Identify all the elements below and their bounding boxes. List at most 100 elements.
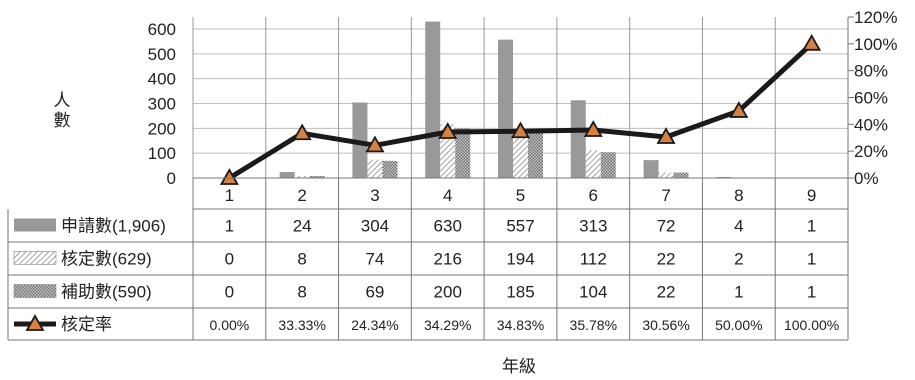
x-tick-label: 1	[225, 186, 234, 205]
table-cell: 34.29%	[424, 317, 471, 333]
table-cell: 0.00%	[210, 317, 250, 333]
rate-marker-8	[729, 101, 749, 118]
bar-3-4	[455, 128, 471, 178]
y2-tick-label: 120%	[854, 8, 897, 27]
table-cell: 1	[807, 283, 816, 302]
table-cell: 1	[807, 250, 816, 269]
table-cell: 35.78%	[570, 317, 617, 333]
rate-marker-4	[438, 122, 458, 139]
x-axis-title: 年級	[502, 357, 536, 376]
table-cell: 200	[434, 283, 462, 302]
x-tick-label: 7	[661, 186, 670, 205]
table-cell: 1	[734, 283, 743, 302]
table-cell: 1	[807, 217, 816, 236]
table-cell: 2	[734, 250, 743, 269]
x-tick-label: 9	[807, 186, 816, 205]
table-cell: 24.34%	[351, 317, 398, 333]
y2-tick-label: 20%	[854, 142, 888, 161]
rate-marker-3	[365, 135, 385, 153]
table-cell: 104	[579, 283, 607, 302]
rate-marker-7	[656, 127, 676, 144]
table-cell: 22	[657, 250, 676, 269]
table-cell: 8	[297, 250, 306, 269]
rate-marker-1	[219, 168, 239, 185]
table-cell: 304	[361, 217, 389, 236]
table-cell: 50.00%	[715, 317, 762, 333]
data-table: 1 2 3 4 5 6 7 8 9 申請數(1,906) 1 24 304 630 557 313 72 4 1 核定…	[7, 178, 849, 341]
bar-1-7	[643, 160, 659, 178]
table-cell: 557	[506, 217, 534, 236]
bar-1-4	[425, 21, 441, 178]
table-cell: 34.83%	[497, 317, 544, 333]
table-cell: 216	[434, 250, 462, 269]
y-tick-label: 0	[167, 169, 176, 188]
y-tick-label: 400	[148, 70, 176, 89]
legend-key-2	[13, 251, 57, 265]
x-tick-label: 3	[370, 186, 379, 205]
axes-layer: 600 500 400 300 200 100 0 120% 100% 80% 60% 40% 20% 0…	[148, 8, 898, 188]
bars-layer	[206, 21, 835, 179]
rate-marker-9	[802, 34, 822, 51]
table-cell: 1	[225, 217, 234, 236]
y2-tick-label: 100%	[854, 35, 897, 54]
table-cell: 74	[365, 250, 384, 269]
table-cell: 0	[225, 250, 234, 269]
bar-1-3	[352, 102, 368, 178]
bar-3-3	[382, 160, 398, 178]
bar-2-3	[367, 159, 383, 178]
bar-2-6	[585, 150, 601, 178]
bar-3-7	[673, 172, 689, 178]
bar-2-7	[658, 172, 674, 178]
rate-line-layer	[219, 34, 822, 185]
x-tick-label: 4	[443, 186, 452, 205]
table-cell: 0	[225, 283, 234, 302]
x-tick-label: 2	[297, 186, 306, 205]
legend-key-1	[14, 218, 56, 232]
bar-3-2	[309, 176, 325, 178]
rate-marker-5	[510, 121, 531, 139]
bar-1-2	[279, 172, 295, 178]
x-tick-label: 5	[516, 186, 525, 205]
bar-2-5	[513, 129, 528, 178]
table-cell: 4	[734, 217, 743, 236]
rate-marker-6	[583, 120, 603, 137]
legend-label-2: 核定數(629)	[61, 250, 152, 269]
legend-key-3	[13, 284, 57, 298]
table-cell: 69	[365, 283, 384, 302]
table-cell: 8	[297, 283, 306, 302]
rate-marker-2	[292, 123, 312, 141]
legend-label-4: 核定率	[61, 315, 112, 334]
legend-label-1: 申請數(1,906)	[61, 217, 166, 236]
y-axis-title-line-1: 人	[54, 91, 71, 110]
y-axis-title-line-2: 數	[54, 111, 71, 130]
y-tick-label: 300	[148, 95, 176, 114]
bar-1-5	[498, 39, 513, 179]
bar-1-6	[570, 100, 586, 178]
table-cell: 313	[579, 217, 607, 236]
y2-tick-label: 60%	[854, 89, 888, 108]
table-cell: 72	[657, 217, 676, 236]
bar-2-2	[294, 176, 310, 178]
table-cell: 112	[580, 250, 607, 269]
table-cell: 22	[657, 283, 676, 302]
bar-3-5	[528, 132, 543, 178]
y2-tick-label: 0%	[854, 169, 879, 188]
table-cell: 33.33%	[278, 317, 325, 333]
y2-tick-label: 40%	[854, 115, 888, 134]
bar-3-6	[600, 152, 616, 178]
y-tick-label: 500	[148, 45, 176, 64]
y-tick-label: 600	[148, 20, 176, 39]
y2-tick-label: 80%	[854, 62, 888, 81]
table-cell: 100.00%	[784, 317, 839, 333]
table-cell: 30.56%	[642, 317, 689, 333]
legend-label-3: 補助數(590)	[61, 283, 152, 302]
table-cell: 194	[506, 250, 534, 269]
y-tick-label: 200	[148, 119, 176, 138]
table-cell: 630	[434, 217, 462, 236]
table-cell: 185	[506, 283, 534, 302]
table-cell: 24	[293, 217, 312, 236]
y-tick-label: 100	[148, 144, 176, 163]
x-tick-label: 6	[589, 186, 598, 205]
x-tick-label: 8	[734, 186, 743, 205]
